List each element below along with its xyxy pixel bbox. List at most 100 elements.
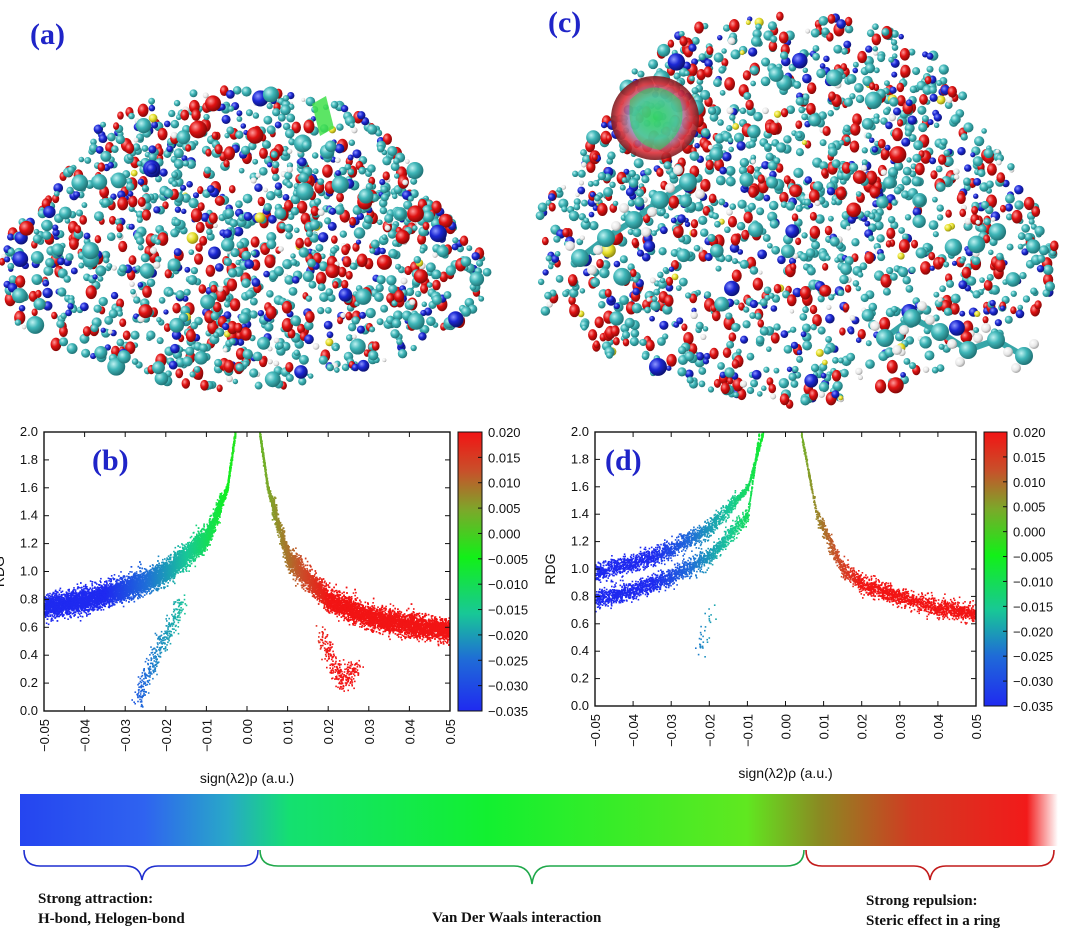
atom-c — [747, 221, 764, 238]
atom-c — [315, 243, 324, 252]
atom-c — [651, 230, 657, 237]
atom-n — [607, 295, 615, 303]
atom-n — [355, 239, 362, 245]
atom-o — [586, 161, 596, 173]
atom-c — [629, 336, 639, 347]
atom-n — [297, 157, 307, 167]
atom-c — [375, 283, 384, 293]
atom-c — [41, 219, 53, 232]
atom-o — [1010, 306, 1017, 315]
atom-c — [90, 324, 99, 333]
atom-c — [698, 367, 707, 375]
atom-c — [818, 381, 830, 393]
rdg-scatter-b: 0.00.20.40.60.81.01.21.41.61.82.0−0.05 −0… — [0, 424, 528, 786]
atom-o — [994, 258, 1006, 273]
atom-c — [229, 219, 238, 228]
atom-c — [571, 249, 589, 267]
data-point — [235, 430, 237, 432]
atom-n — [748, 47, 758, 57]
atom-n — [973, 193, 979, 199]
atom-c — [861, 159, 868, 166]
atom-n — [613, 260, 621, 268]
atom-o — [180, 109, 190, 121]
atom-n — [43, 205, 56, 219]
atom-c — [358, 166, 367, 175]
atom-o — [827, 13, 836, 24]
atom-c — [802, 340, 813, 351]
atom-c — [355, 288, 372, 305]
atom-s — [732, 123, 740, 130]
atom-c — [388, 248, 398, 259]
atom-n — [274, 121, 282, 129]
atom-n — [274, 182, 283, 190]
atom-c — [106, 232, 116, 242]
data-point — [210, 539, 212, 541]
data-point — [58, 615, 60, 618]
atom-c — [377, 219, 383, 226]
atom-o — [241, 327, 252, 341]
atom-c — [767, 242, 773, 249]
atom-c — [831, 199, 837, 206]
atom-c — [305, 295, 313, 302]
atom-c — [305, 230, 313, 238]
atom-o — [597, 202, 608, 217]
atom-n — [796, 349, 803, 356]
atom-o — [342, 256, 352, 268]
atom-o — [562, 227, 570, 238]
atom-c — [213, 332, 220, 338]
atom-n — [761, 161, 770, 170]
atom-n — [740, 335, 749, 344]
atom-o — [899, 47, 910, 61]
atom-c — [684, 351, 695, 362]
atom-n — [192, 192, 200, 199]
atom-c — [1005, 213, 1013, 221]
atom-c — [146, 330, 156, 340]
atom-o — [0, 257, 6, 266]
atom-h — [384, 224, 391, 231]
atom-c — [877, 54, 886, 63]
atom-c — [812, 181, 824, 192]
atom-o — [746, 256, 757, 270]
atom-o — [190, 208, 203, 223]
atom-n — [214, 263, 224, 272]
atom-n — [170, 343, 180, 354]
atom-o — [59, 325, 68, 337]
atom-n — [751, 369, 762, 380]
atom-c — [864, 63, 876, 74]
atom-c — [367, 164, 376, 173]
atom-c — [689, 75, 695, 82]
atom-o — [181, 378, 191, 389]
atom-h — [213, 223, 218, 228]
atom-c — [621, 177, 628, 183]
atom-o — [548, 202, 556, 212]
atom-o — [605, 134, 613, 142]
atom-c — [89, 143, 99, 153]
data-point — [74, 589, 77, 591]
atom-c — [66, 186, 74, 195]
atom-o — [924, 76, 932, 85]
atom-c — [369, 326, 376, 333]
atom-c — [799, 313, 808, 321]
atom-o — [345, 311, 353, 321]
atom-o — [205, 264, 216, 277]
atom-c — [619, 184, 626, 191]
atom-c — [252, 112, 260, 119]
atom-c — [1015, 347, 1033, 365]
atom-c — [266, 190, 276, 201]
atom-c — [827, 110, 834, 117]
atom-c — [245, 289, 255, 299]
atom-c — [431, 294, 442, 306]
atom-o — [216, 384, 223, 393]
atom-c — [235, 130, 244, 139]
atom-o — [331, 235, 338, 244]
atom-o — [728, 18, 740, 33]
atom-c — [689, 151, 700, 161]
atom-o — [50, 337, 62, 352]
atom-h — [133, 137, 139, 143]
atom-c — [118, 264, 128, 273]
atom-c — [670, 249, 679, 257]
atom-o — [897, 119, 904, 127]
atom-c — [286, 113, 296, 123]
atom-c — [128, 112, 135, 120]
atom-n — [820, 372, 827, 379]
